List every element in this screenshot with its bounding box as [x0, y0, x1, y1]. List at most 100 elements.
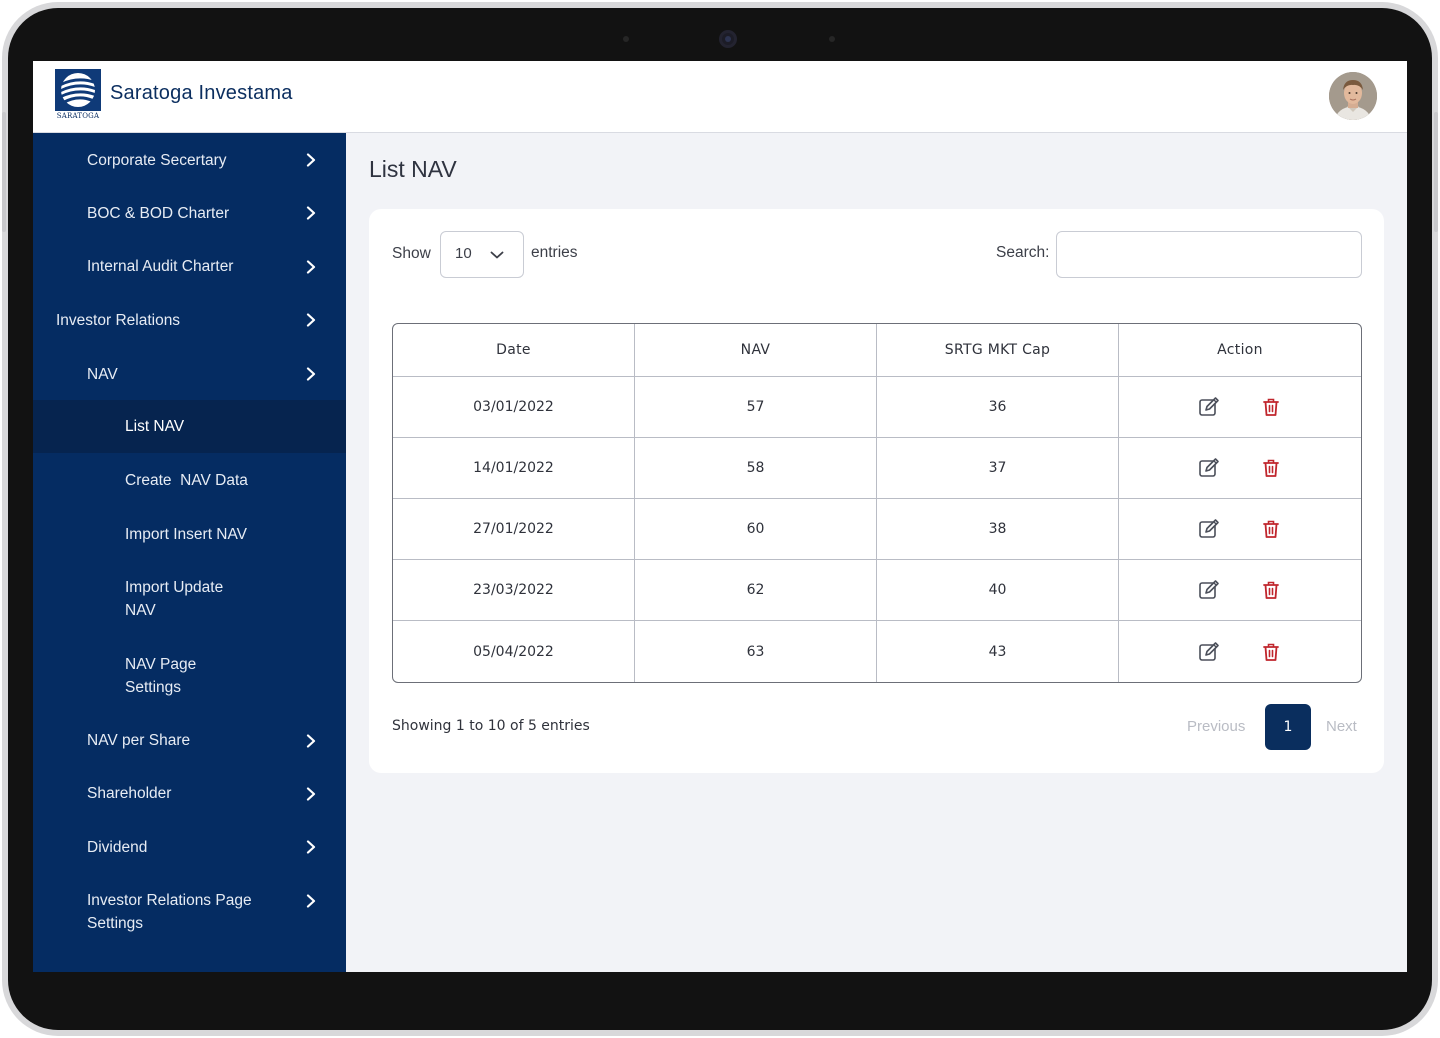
side-button	[1434, 112, 1438, 232]
sidebar-item-label: Investor Relations Page Settings	[87, 892, 252, 932]
edit-icon[interactable]	[1198, 641, 1220, 663]
sidebar-item-list-nav[interactable]: List NAV	[33, 400, 346, 453]
trash-icon[interactable]	[1260, 396, 1282, 418]
date-cell: 14/01/2022	[393, 438, 635, 499]
pagination-next-button[interactable]: Next	[1326, 718, 1357, 735]
sidebar-item-boc-bod-charter[interactable]: BOC & BOD Charter	[33, 201, 346, 227]
mkt-cap-cell: 40	[877, 560, 1119, 621]
sidebar-item-corporate-secretary[interactable]: Corporate Secertary	[33, 147, 346, 173]
camera-icon	[719, 30, 737, 48]
chevron-right-icon	[306, 153, 316, 167]
edit-icon[interactable]	[1198, 579, 1220, 601]
nav-cell: 57	[635, 377, 877, 438]
nav-cell: 62	[635, 560, 877, 621]
action-cell	[1119, 438, 1361, 499]
sidebar-item-import-update-nav[interactable]: Import Update NAV	[33, 575, 346, 625]
sidebar-item-label: Import Update NAV	[125, 579, 224, 619]
chevron-right-icon	[306, 260, 316, 274]
pagination-page-1-button[interactable]: 1	[1265, 704, 1311, 750]
table-row: 14/01/2022 58 37	[393, 438, 1361, 499]
sidebar-item-label: Investor Relations	[56, 312, 181, 329]
date-cell: 23/03/2022	[393, 560, 635, 621]
action-cell	[1119, 621, 1361, 682]
nav-list-card: Show 10 entries Search: Date NAV SRTG MK…	[369, 209, 1384, 773]
entries-select-value: 10	[455, 245, 472, 262]
sidebar-item-import-insert-nav[interactable]: Import Insert NAV	[33, 522, 346, 548]
date-cell: 27/01/2022	[393, 499, 635, 560]
action-cell	[1119, 499, 1361, 560]
trash-icon[interactable]	[1260, 579, 1282, 601]
column-header-nav[interactable]: NAV	[635, 324, 877, 377]
sidebar-item-shareholder[interactable]: Shareholder	[33, 781, 346, 807]
search-input[interactable]	[1056, 231, 1362, 278]
sidebar: Corporate Secertary BOC & BOD Charter In…	[33, 133, 346, 972]
mkt-cap-cell: 43	[877, 621, 1119, 682]
column-header-date[interactable]: Date	[393, 324, 635, 377]
sidebar-item-label: Create NAV Data	[125, 472, 248, 489]
chevron-right-icon	[306, 206, 316, 220]
sidebar-item-nav-page-settings[interactable]: NAV Page Settings	[33, 652, 346, 702]
chevron-right-icon	[306, 367, 316, 381]
column-header-srtg-mkt-cap[interactable]: SRTG MKT Cap	[877, 324, 1119, 377]
pagination-previous-button[interactable]: Previous	[1187, 718, 1246, 735]
saratoga-logo-icon: SARATOGA	[55, 69, 101, 123]
sidebar-item-dividend[interactable]: Dividend	[33, 835, 346, 861]
side-button	[2, 112, 6, 232]
sidebar-item-create-nav-data[interactable]: Create NAV Data	[33, 468, 346, 494]
edit-icon[interactable]	[1198, 457, 1220, 479]
table-row: 05/04/2022 63 43	[393, 621, 1361, 682]
chevron-right-icon	[306, 787, 316, 801]
sidebar-item-label: BOC & BOD Charter	[87, 205, 230, 222]
mkt-cap-cell: 37	[877, 438, 1119, 499]
chevron-down-icon	[490, 251, 504, 259]
sidebar-item-label: Internal Audit Charter	[87, 258, 234, 275]
sidebar-item-label: NAV Page Settings	[125, 656, 197, 696]
sidebar-item-label: Corporate Secertary	[87, 152, 227, 169]
sidebar-item-label: Shareholder	[87, 785, 172, 802]
nav-table: Date NAV SRTG MKT Cap Action 03/01/2022 …	[392, 323, 1362, 683]
column-header-action: Action	[1119, 324, 1361, 377]
sidebar-item-nav[interactable]: NAV	[33, 361, 346, 387]
show-label: Show	[392, 245, 431, 262]
sidebar-item-internal-audit-charter[interactable]: Internal Audit Charter	[33, 254, 346, 280]
app-screen: SARATOGA Saratoga Investama Corporate Se…	[33, 61, 1407, 972]
sidebar-item-nav-per-share[interactable]: NAV per Share	[33, 728, 346, 754]
page-title: List NAV	[369, 156, 457, 182]
edit-icon[interactable]	[1198, 518, 1220, 540]
table-row: 03/01/2022 57 36	[393, 377, 1361, 438]
sensor	[829, 36, 835, 42]
table-header-row: Date NAV SRTG MKT Cap Action	[393, 324, 1361, 377]
chevron-right-icon	[306, 734, 316, 748]
entries-per-page-select[interactable]: 10	[440, 231, 524, 278]
chevron-right-icon	[306, 313, 316, 327]
trash-icon[interactable]	[1260, 518, 1282, 540]
sidebar-item-label: Import Insert NAV	[125, 526, 248, 543]
table-row: 27/01/2022 60 38	[393, 499, 1361, 560]
brand[interactable]: SARATOGA Saratoga Investama	[55, 69, 293, 123]
brand-name: Saratoga Investama	[110, 81, 293, 104]
top-bar: SARATOGA Saratoga Investama	[33, 61, 1407, 133]
table-row: 23/03/2022 62 40	[393, 560, 1361, 621]
sidebar-item-label: NAV per Share	[87, 732, 191, 749]
trash-icon[interactable]	[1260, 457, 1282, 479]
chevron-right-icon	[306, 894, 316, 908]
sidebar-item-investor-relations-page-settings[interactable]: Investor Relations Page Settings	[33, 888, 346, 938]
nav-cell: 58	[635, 438, 877, 499]
sensor	[623, 36, 629, 42]
trash-icon[interactable]	[1260, 641, 1282, 663]
date-cell: 05/04/2022	[393, 621, 635, 682]
table-info-text: Showing 1 to 10 of 5 entries	[392, 718, 590, 734]
sidebar-item-label: NAV	[87, 366, 118, 383]
action-cell	[1119, 377, 1361, 438]
sidebar-item-label: Dividend	[87, 839, 148, 856]
chevron-right-icon	[306, 840, 316, 854]
date-cell: 03/01/2022	[393, 377, 635, 438]
mkt-cap-cell: 36	[877, 377, 1119, 438]
mkt-cap-cell: 38	[877, 499, 1119, 560]
user-avatar[interactable]	[1329, 72, 1377, 120]
sidebar-item-investor-relations[interactable]: Investor Relations	[33, 308, 346, 334]
search-label: Search:	[996, 244, 1050, 261]
nav-cell: 60	[635, 499, 877, 560]
logo-caption: SARATOGA	[56, 112, 100, 120]
edit-icon[interactable]	[1198, 396, 1220, 418]
